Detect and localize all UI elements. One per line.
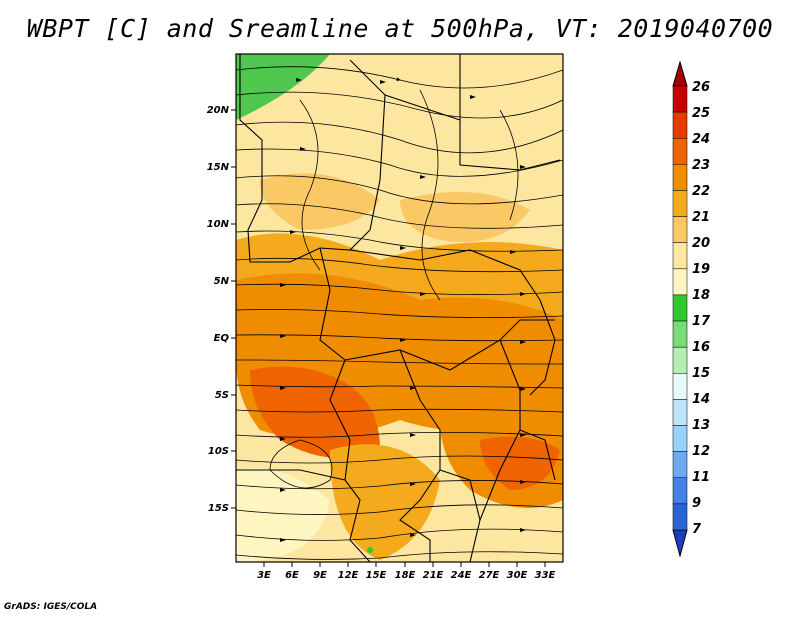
- colorbar-label: 22: [692, 184, 710, 199]
- colorbar-label: 26: [692, 80, 710, 95]
- colorbar-label: 15: [692, 366, 710, 381]
- colorbar-cell: [672, 268, 688, 296]
- lat-label-15n: 15N: [207, 162, 230, 173]
- colorbar-label: 20: [692, 236, 710, 251]
- lon-label-6e: 6E: [285, 570, 299, 581]
- streamlines: [236, 66, 563, 560]
- lon-label-24e: 24E: [451, 570, 472, 581]
- streamline-arrows: [280, 78, 526, 542]
- colorbar-cell: [672, 373, 688, 400]
- lat-label-eq: EQ: [214, 333, 230, 344]
- colorbar-cells: [672, 85, 688, 531]
- colorbar-cell: [672, 216, 688, 243]
- lat-label-5s: 5S: [215, 390, 229, 401]
- lon-label-27e: 27E: [479, 570, 500, 581]
- lat-label-10s: 10S: [208, 446, 229, 457]
- colorbar-cell: [672, 451, 688, 479]
- colorbar-label: 14: [692, 392, 710, 407]
- lon-label-3e: 3E: [257, 570, 271, 581]
- lat-label-15s: 15S: [208, 503, 229, 514]
- colorbar-cell: [672, 425, 688, 452]
- colorbar-cell: [672, 242, 688, 270]
- colorbar-label: 21: [692, 210, 710, 225]
- lon-label-12e: 12E: [338, 570, 359, 581]
- colorbar-label: 17: [692, 314, 711, 329]
- latitude-axis: 20N 15N 10N 5N EQ 5S 10S 15S: [207, 105, 236, 514]
- colorbar-label: 23: [692, 158, 710, 173]
- longitude-axis: 3E 6E 9E 12E 15E 18E 21E 24E 27E 30E 33E: [257, 562, 556, 581]
- lon-label-33e: 33E: [535, 570, 556, 581]
- colorbar-label: 24: [692, 132, 710, 147]
- colorbar-label: 18: [692, 288, 710, 303]
- colorbar-cell: [672, 137, 688, 165]
- colorbar-label: 9: [692, 496, 701, 511]
- footer-credit: GrADS: IGES/COLA: [4, 602, 98, 612]
- colorbar-label: 13: [692, 418, 710, 433]
- colorbar-label: 16: [692, 340, 710, 355]
- colorbar-cell: [672, 346, 688, 374]
- lon-label-9e: 9E: [313, 570, 327, 581]
- colorbar-label: 25: [692, 106, 710, 121]
- country-borders: [236, 54, 561, 562]
- lon-label-21e: 21E: [423, 570, 444, 581]
- lon-label-30e: 30E: [507, 570, 528, 581]
- colorbar-cell: [672, 320, 688, 348]
- wbpt-field: [236, 54, 563, 562]
- colorbar-label: 12: [692, 444, 710, 459]
- arrow-up-icon: [672, 60, 688, 87]
- arrow-down-icon: [672, 529, 688, 558]
- colorbar-label: 7: [692, 522, 702, 537]
- colorbar-label: 11: [692, 470, 710, 485]
- lat-label-20n: 20N: [207, 105, 230, 116]
- lat-label-10n: 10N: [207, 219, 230, 230]
- colorbar: 26 25 24 23 22 21 20 19 18 17 16 15 14 1…: [672, 60, 711, 558]
- colorbar-cell: [672, 294, 688, 322]
- colorbar-cell: [672, 164, 688, 191]
- lon-label-18e: 18E: [395, 570, 416, 581]
- colorbar-cell: [672, 190, 688, 217]
- colorbar-cell: [672, 85, 688, 113]
- colorbar-label: 19: [692, 262, 710, 277]
- colorbar-cell: [672, 399, 688, 426]
- lat-label-5n: 5N: [214, 276, 230, 287]
- map-frame: [235, 53, 564, 563]
- colorbar-cell: [672, 111, 688, 139]
- lon-label-15e: 15E: [366, 570, 387, 581]
- colorbar-cell: [672, 477, 688, 505]
- map-title: WBPT [C] and Sreamline at 500hPa, VT: 20…: [26, 14, 774, 43]
- colorbar-cell: [672, 503, 688, 531]
